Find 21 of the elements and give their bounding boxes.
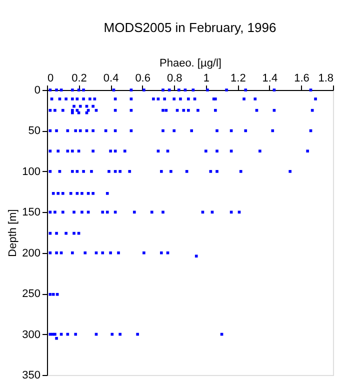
y-tick-label: 300 [22,328,40,341]
y-tick-label: 100 [22,166,40,178]
y-tick-label: 350 [22,370,40,382]
y-tick-label: 200 [22,247,40,260]
x-tick-label: 1 [203,72,210,84]
x-tick-label: 0.2 [72,72,87,84]
x-tick-label: 0.8 [166,72,182,84]
y-tick-label: 250 [22,288,40,300]
y-tick-label: 150 [22,206,40,219]
x-tick-label: 0.4 [103,72,119,84]
x-tick-label: 0 [48,72,54,84]
x-tick-label: 1.2 [230,72,246,84]
x-axis-title: Phaeo. [µg/l] [160,58,222,70]
x-tick-label: 0.6 [135,72,150,84]
y-tick-label: 0 [34,84,40,96]
x-tick-label: 1.4 [262,72,278,84]
x-tick-label: 1.8 [318,72,334,84]
x-tick-label: 1.6 [294,72,310,84]
y-axis-title: Depth [m] [7,209,20,257]
y-tick-label: 50 [28,125,40,138]
chart-title: MODS2005 in February, 1996 [104,20,276,35]
